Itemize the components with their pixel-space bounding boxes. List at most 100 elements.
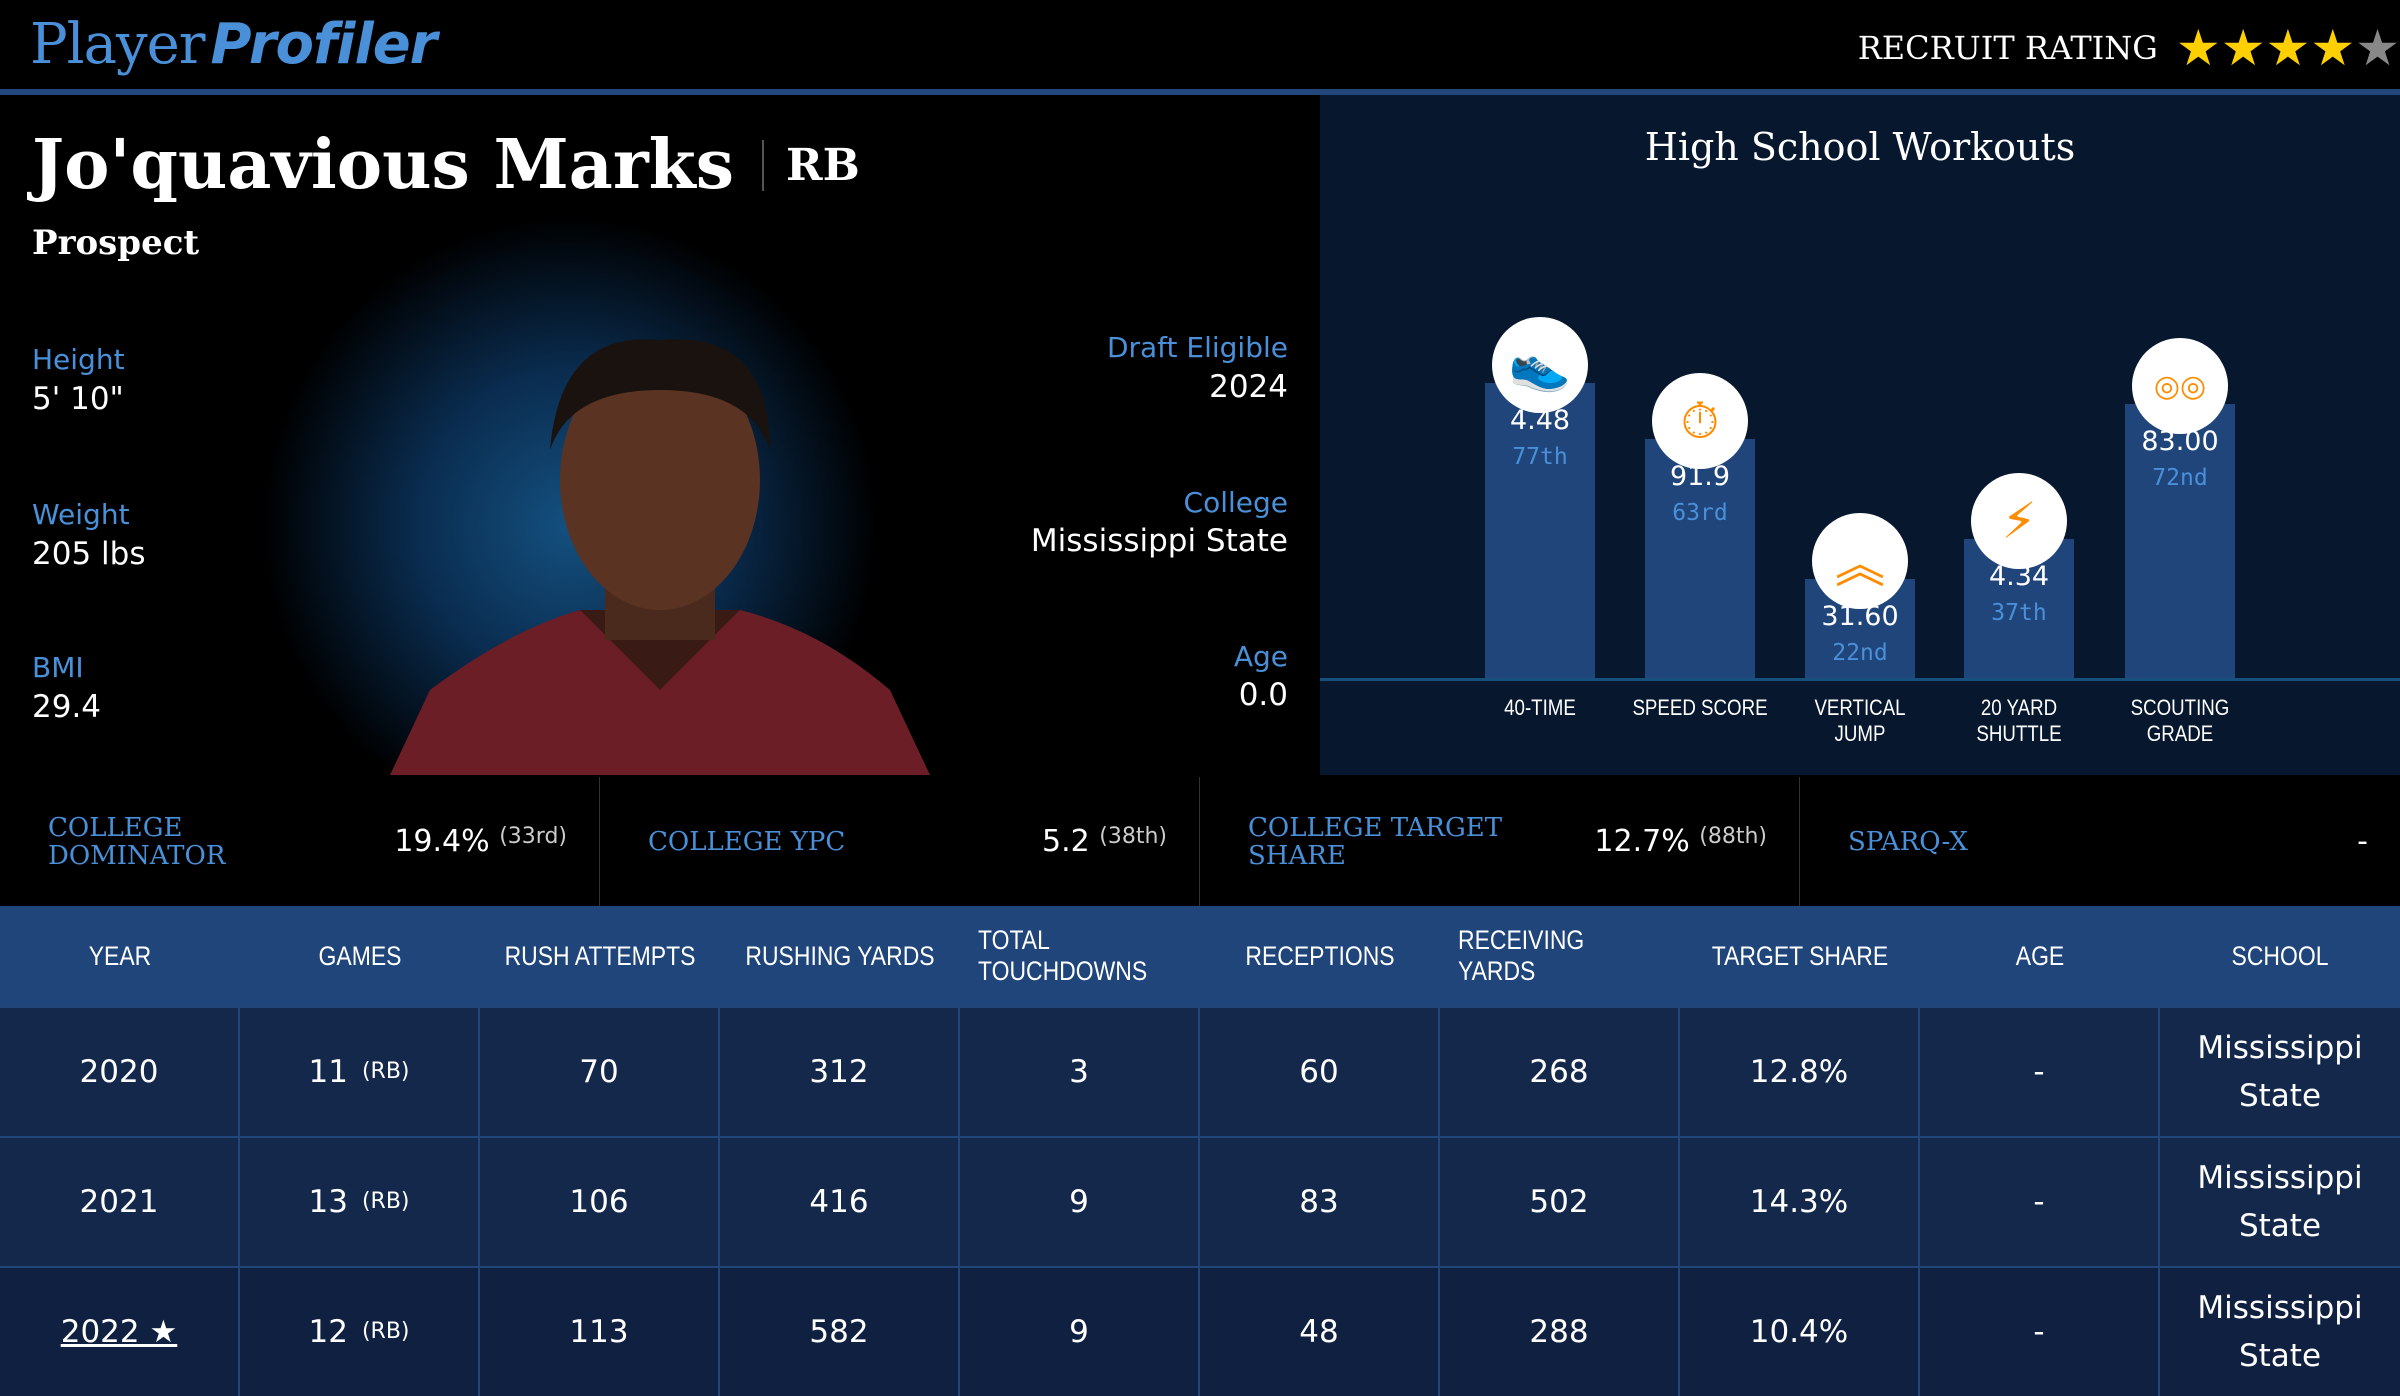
column-header[interactable]: TARGET SHARE (1711, 940, 1889, 971)
cell-school: Mississippi State (2197, 1290, 2363, 1374)
player-status: Prospect (32, 223, 200, 263)
recruit-rating: RECRUIT RATING ★ ★ ★ ★ ★ (1857, 19, 2400, 77)
bmi-value: 29.4 (32, 689, 102, 725)
cell-tgt: 14.3% (1680, 1138, 1920, 1266)
age-value: 0.0 (1238, 677, 1288, 713)
cell-year: 2021 (0, 1138, 240, 1266)
player-name: Jo'quavious Marks (32, 125, 735, 205)
cell-school: Mississippi State (2197, 1160, 2363, 1244)
cell-games: 11 (RB) (240, 1008, 480, 1136)
running-shoe-icon: 👟 (1492, 317, 1588, 413)
cell-rush_att: 113 (480, 1268, 720, 1396)
workouts-baseline (1320, 678, 2400, 681)
column-header[interactable]: RECEPTIONS (1245, 940, 1395, 971)
cell-year: 2020 (0, 1008, 240, 1136)
weight-label: Weight (32, 498, 130, 531)
cell-rec: 83 (1200, 1138, 1440, 1266)
draft-eligible-value: 2024 (1209, 369, 1288, 405)
cell-age: - (1920, 1138, 2160, 1266)
column-header[interactable]: GAMES (318, 940, 402, 971)
rating-stars: ★ ★ ★ ★ ★ (2176, 19, 2400, 77)
column-header[interactable]: RECEIVING YARDS (1458, 925, 1585, 986)
bmi-label: BMI (32, 651, 84, 684)
workouts-panel: High School Workouts 4.48 77th 👟 40-TIME 91.… (1320, 95, 2400, 775)
stat-number: - (2357, 824, 2368, 859)
cell-games: 12 (RB) (240, 1268, 480, 1396)
cell-rush_yds: 582 (720, 1268, 960, 1396)
logo-text-player: Player (30, 12, 206, 77)
cell-rec: 60 (1200, 1008, 1440, 1136)
workout-percentile: 77th (1512, 444, 1568, 470)
cell-tds: 9 (960, 1138, 1200, 1266)
cell-rush_att: 106 (480, 1138, 720, 1266)
stat-rank: (33rd) (499, 824, 567, 849)
stat-rank: (38th) (1099, 824, 1167, 849)
games-value: 11 (308, 1054, 348, 1090)
star-icon: ★ (2310, 19, 2356, 77)
cell-games: 13 (RB) (240, 1138, 480, 1266)
table-row: 2020 11 (RB) 70 312 3 60 268 12.8% - Mississippi S… (0, 1006, 2400, 1136)
stat-cell: COLLEGE DOMINATOR 19.4% (33rd) (0, 777, 600, 906)
height-value: 5' 10" (32, 381, 124, 417)
stat-value: - (2357, 824, 2368, 859)
stat-number: 19.4% (394, 824, 490, 859)
year-link[interactable]: 2022 ★ (60, 1314, 178, 1350)
binoculars-icon: ◎◎ (2132, 338, 2228, 434)
college-value: Mississippi State (1030, 523, 1288, 559)
stat-rank: (88th) (1699, 824, 1767, 849)
weight-value: 205 lbs (32, 536, 146, 572)
stat-label: COLLEGE TARGET SHARE (1248, 812, 1503, 871)
cell-rush_yds: 416 (720, 1138, 960, 1266)
cell-rush_yds: 312 (720, 1008, 960, 1136)
table-row: 2021 13 (RB) 106 416 9 83 502 14.3% - Mississippi … (0, 1136, 2400, 1266)
column-header[interactable]: YEAR (88, 940, 152, 971)
cell-tgt: 12.8% (1680, 1008, 1920, 1136)
logo-text-profiler: Profiler (210, 12, 438, 77)
column-header[interactable]: TOTAL TOUCHDOWNS (978, 925, 1148, 986)
stopwatch-icon: ⏱ (1652, 373, 1748, 469)
stat-number: 12.7% (1594, 824, 1690, 859)
column-header[interactable]: AGE (2015, 940, 2065, 971)
stat-cell: SPARQ-X - (1800, 777, 2400, 906)
cell-school: Mississippi State (2197, 1030, 2363, 1114)
cell-year: 2022 ★ (0, 1268, 240, 1396)
stat-label: COLLEGE DOMINATOR (48, 812, 226, 871)
column-header[interactable]: SCHOOL (2231, 940, 2329, 971)
cell-age: - (1920, 1268, 2160, 1396)
workouts-title: High School Workouts (1644, 125, 2076, 169)
star-icon: ★ (2355, 19, 2400, 77)
column-header[interactable]: RUSHING YARDS (745, 940, 935, 971)
college-stats-strip: COLLEGE DOMINATOR 19.4% (33rd) COLLEGE YPC… (0, 777, 2400, 906)
logo[interactable]: Player Profiler (30, 12, 438, 77)
cell-tgt: 10.4% (1680, 1268, 1920, 1396)
games-value: 13 (308, 1184, 348, 1220)
cell-rec_yds: 268 (1440, 1008, 1680, 1136)
star-icon: ★ (2220, 19, 2266, 77)
column-header[interactable]: RUSH ATTEMPTS (504, 940, 696, 971)
recruit-rating-label: RECRUIT RATING (1857, 29, 2158, 67)
cell-rush_att: 70 (480, 1008, 720, 1136)
draft-eligible-label: Draft Eligible (1106, 331, 1288, 364)
games-position: (RB) (361, 1319, 410, 1344)
cell-tds: 9 (960, 1268, 1200, 1396)
age-label: Age (1233, 640, 1288, 673)
star-icon: ★ (2265, 19, 2311, 77)
stat-cell: COLLEGE YPC 5.2 (38th) (600, 777, 1200, 906)
workout-bar: 4.48 77th (1485, 383, 1595, 678)
cell-tds: 3 (960, 1008, 1200, 1136)
stat-label: SPARQ-X (1848, 826, 1968, 857)
workout-bar: 83.00 72nd (2125, 404, 2235, 678)
workout-label: SCOUTING GRADE (2130, 695, 2230, 746)
stat-value: 12.7% (88th) (1594, 824, 1767, 859)
player-photo (390, 339, 930, 775)
cell-rec: 48 (1200, 1268, 1440, 1396)
workout-percentile: 63rd (1672, 500, 1728, 526)
stat-number: 5.2 (1042, 824, 1090, 859)
workout-percentile: 37th (1991, 600, 2047, 626)
stat-value: 19.4% (33rd) (394, 824, 567, 859)
workout-label: SPEED SCORE (1632, 695, 1768, 720)
cell-rec_yds: 502 (1440, 1138, 1680, 1266)
cell-rec_yds: 288 (1440, 1268, 1680, 1396)
stat-value: 5.2 (38th) (1042, 824, 1167, 859)
stat-label: COLLEGE YPC (648, 826, 846, 857)
